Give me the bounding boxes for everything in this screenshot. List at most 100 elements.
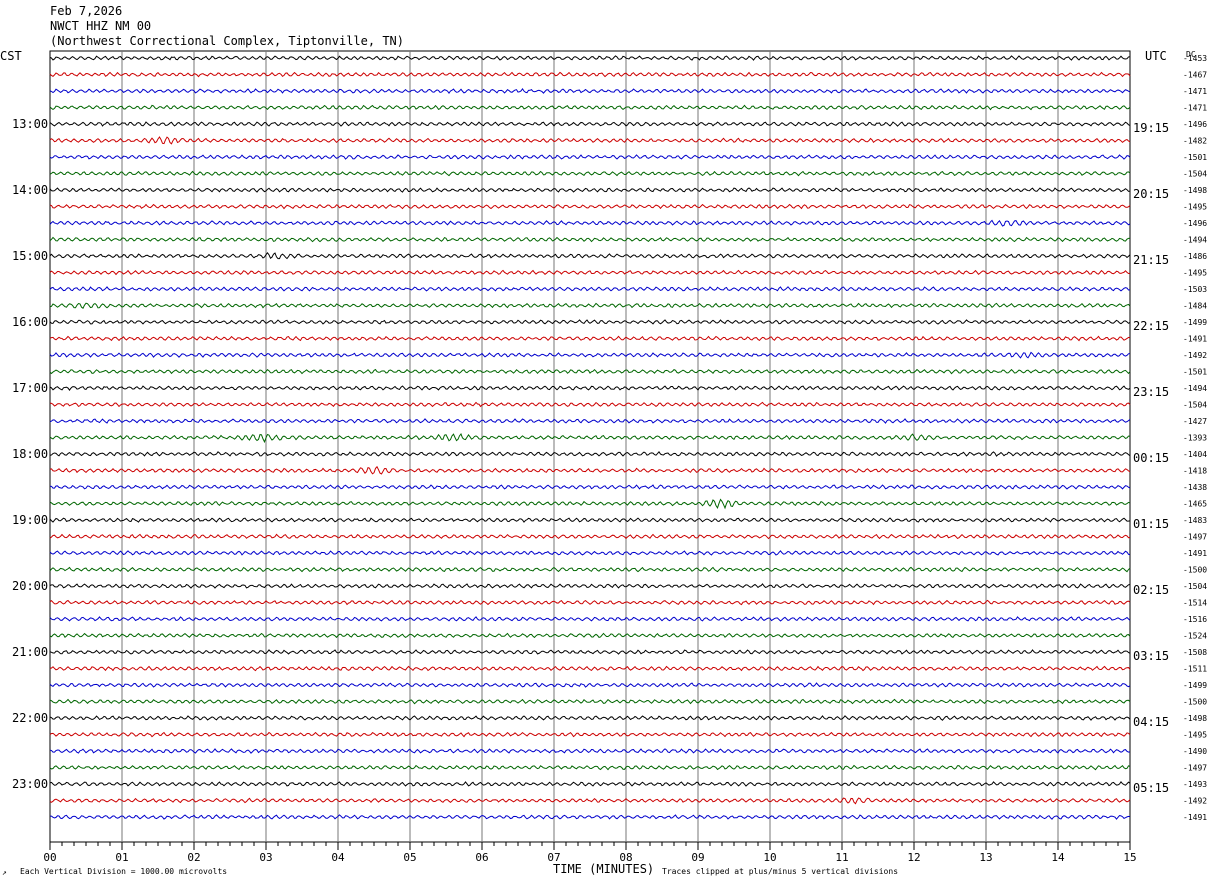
seismic-trace: [49, 71, 1131, 78]
dc-offset-label: -1465: [1183, 500, 1207, 509]
header-location: (Northwest Correctional Complex, Tiptonv…: [50, 34, 405, 48]
left-hour-label: 19:00: [12, 513, 48, 527]
dc-offset-label: -1496: [1183, 120, 1207, 129]
seismic-trace: [49, 236, 1131, 243]
dc-offset-label: -1514: [1183, 599, 1207, 608]
dc-offset-label: -1494: [1183, 236, 1207, 245]
dc-offset-label: -1418: [1183, 467, 1207, 476]
dc-offset-label: -1495: [1183, 269, 1207, 278]
right-timezone-label: UTC: [1145, 49, 1167, 63]
seismic-trace: [49, 451, 1131, 457]
dc-offset-label: -1491: [1183, 335, 1207, 344]
seismic-trace: [49, 418, 1131, 424]
seismic-trace: [49, 401, 1131, 408]
dc-offset-label: -1501: [1183, 153, 1207, 162]
seismic-trace: [49, 302, 1131, 309]
seismic-trace: [49, 533, 1131, 540]
seismic-trace: [49, 252, 1131, 260]
right-hour-label: 03:15: [1133, 649, 1169, 663]
dc-offset-label: -1427: [1183, 417, 1207, 426]
x-tick-label: 03: [259, 851, 272, 864]
x-tick-label: 05: [403, 851, 416, 864]
dc-offset-label: -1495: [1183, 203, 1207, 212]
dc-offset-label: -1508: [1183, 648, 1207, 657]
dc-offset-label: -1500: [1183, 566, 1207, 575]
seismic-trace: [49, 583, 1131, 589]
x-tick-label: 11: [835, 851, 848, 864]
x-tick-label: 12: [907, 851, 920, 864]
dc-offset-label: -1491: [1183, 549, 1207, 558]
dc-offset-label: -1511: [1183, 665, 1207, 674]
left-hour-label: 13:00: [12, 117, 48, 131]
dc-offset-label: -1471: [1183, 87, 1207, 96]
seismic-trace: [49, 385, 1131, 391]
dc-offset-label: -1493: [1183, 780, 1207, 789]
seismic-trace: [49, 286, 1131, 292]
dc-offset-label: -1404: [1183, 450, 1207, 459]
dc-offset-label: -1503: [1183, 285, 1207, 294]
left-hour-label: 17:00: [12, 381, 48, 395]
scale-note: Each Vertical Division = 1000.00 microvo…: [20, 867, 228, 876]
dc-offset-label: -1491: [1183, 813, 1207, 822]
x-tick-label: 08: [619, 851, 632, 864]
x-tick-label: 01: [115, 851, 128, 864]
corner-mark: ↗: [2, 868, 7, 877]
right-hour-label: 01:15: [1133, 517, 1169, 531]
dc-offset-label: -1497: [1183, 533, 1207, 542]
seismic-trace: [49, 368, 1131, 375]
right-hour-label: 05:15: [1133, 781, 1169, 795]
left-hour-label: 23:00: [12, 777, 48, 791]
dc-offset-label: -1501: [1183, 368, 1207, 377]
dc-offset-label: -1438: [1183, 483, 1207, 492]
seismic-trace: [49, 814, 1131, 820]
seismic-trace: [49, 797, 1131, 805]
seismic-trace: [49, 203, 1131, 210]
seismic-trace: [49, 649, 1131, 655]
seismic-trace: [49, 616, 1131, 622]
dc-offset-label: -1504: [1183, 401, 1207, 410]
dc-offset-label: -1504: [1183, 582, 1207, 591]
x-tick-label: 02: [187, 851, 200, 864]
seismic-trace: [49, 335, 1131, 342]
dc-offset-label: -1471: [1183, 104, 1207, 113]
dc-offset-label: -1492: [1183, 797, 1207, 806]
left-hour-label: 16:00: [12, 315, 48, 329]
dc-offset-label: -1498: [1183, 714, 1207, 723]
left-hour-label: 21:00: [12, 645, 48, 659]
right-hour-label: 21:15: [1133, 253, 1169, 267]
seismic-trace: [49, 269, 1131, 276]
right-hour-label: 23:15: [1133, 385, 1169, 399]
seismic-trace: [49, 104, 1131, 111]
seismic-trace: [49, 764, 1131, 771]
seismic-trace: [49, 465, 1131, 475]
seismic-trace: [49, 55, 1131, 61]
dc-offset-label: -1495: [1183, 731, 1207, 740]
seismic-trace: [49, 550, 1131, 556]
dc-offset-label: -1467: [1183, 71, 1207, 80]
dc-offset-label: -1492: [1183, 351, 1207, 360]
dc-offset-label: -1453: [1183, 54, 1207, 63]
right-hour-label: 22:15: [1133, 319, 1169, 333]
clip-note: Traces clipped at plus/minus 5 vertical …: [662, 867, 899, 876]
dc-offset-label: -1504: [1183, 170, 1207, 179]
seismic-trace: [49, 682, 1131, 688]
x-tick-label: 10: [763, 851, 776, 864]
seismic-trace: [49, 319, 1131, 325]
x-tick-label: 15: [1123, 851, 1136, 864]
x-tick-label: 04: [331, 851, 345, 864]
left-hour-label: 15:00: [12, 249, 48, 263]
seismic-trace: [49, 121, 1131, 127]
x-tick-label: 13: [979, 851, 992, 864]
left-hour-label: 22:00: [12, 711, 48, 725]
dc-offset-label: -1497: [1183, 764, 1207, 773]
seismic-trace: [49, 599, 1131, 606]
seismic-trace: [49, 566, 1131, 573]
right-hour-label: 00:15: [1133, 451, 1169, 465]
dc-offset-label: -1490: [1183, 747, 1207, 756]
seismic-trace: [49, 632, 1131, 639]
seismic-trace: [49, 781, 1131, 787]
seismic-trace: [49, 87, 1131, 94]
seismic-trace: [49, 136, 1131, 145]
x-axis-label: TIME (MINUTES): [553, 862, 655, 876]
